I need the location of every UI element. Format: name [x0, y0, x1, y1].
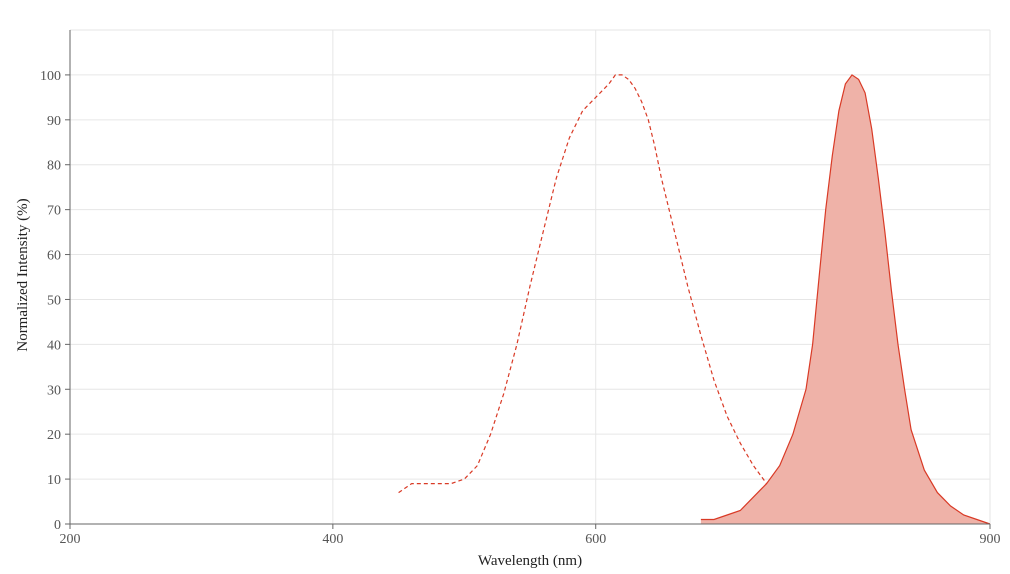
y-tick-label: 0: [54, 518, 61, 533]
x-tick-label: 200: [60, 532, 81, 547]
y-tick-label: 90: [47, 114, 61, 129]
y-tick-label: 40: [47, 338, 61, 353]
tick-labels: 0 10 20 30 40 50 60 70 80 90 100 200 400 600 900: [40, 69, 1001, 547]
y-tick-label: 80: [47, 159, 61, 174]
emission-area-fill: [700, 74, 990, 525]
y-tick-label: 70: [47, 204, 61, 219]
axes: [65, 30, 991, 529]
y-tick-label: 20: [47, 428, 61, 443]
x-tick-label: 900: [980, 532, 1001, 547]
y-tick-label: 30: [47, 383, 61, 398]
x-tick-label: 600: [585, 532, 606, 547]
y-tick-label: 60: [47, 249, 61, 264]
y-axis-title: Normalized Intensity (%): [15, 198, 31, 351]
series-group: [398, 74, 991, 525]
x-axis-title: Wavelength (nm): [478, 553, 582, 569]
y-tick-label: 50: [47, 293, 61, 308]
y-tick-label: 100: [40, 69, 61, 84]
emission-line: [700, 74, 991, 525]
grid-lines: [70, 29, 991, 524]
y-tick-label: 10: [47, 473, 61, 488]
x-tick-label: 400: [322, 532, 343, 547]
